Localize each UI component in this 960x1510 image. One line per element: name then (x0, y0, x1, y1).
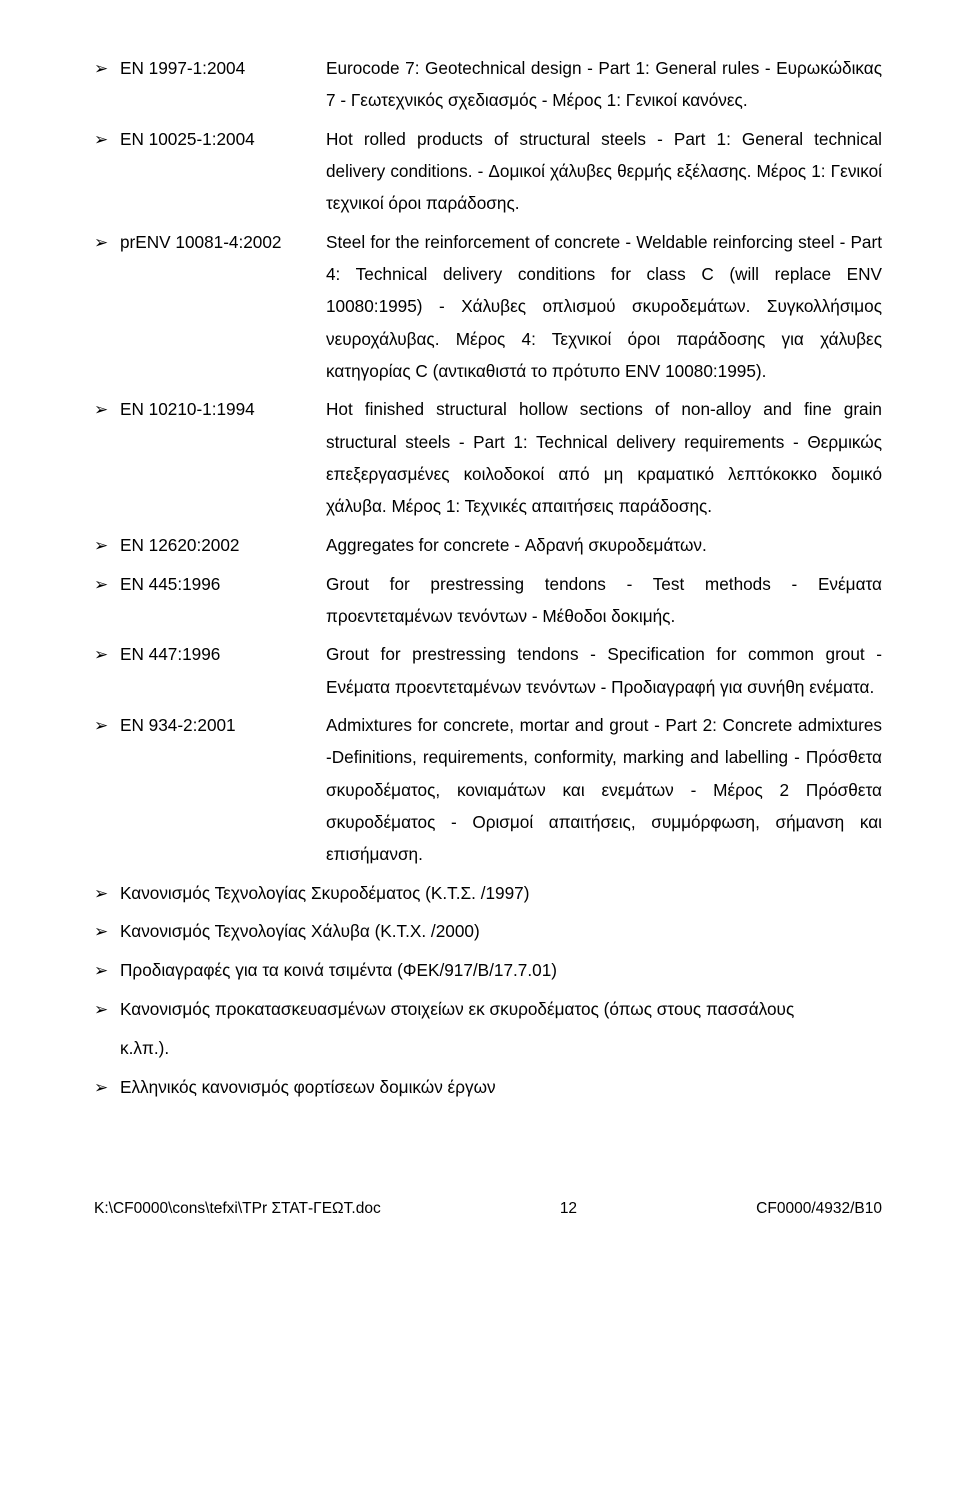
bullet-icon: ➢ (94, 123, 120, 156)
regulation-entry-continuation: κ.λπ.). (94, 1032, 882, 1064)
regulation-entry: ➢Προδιαγραφές για τα κοινά τσιμέντα (ΦΕΚ… (94, 954, 882, 987)
bullet-icon: ➢ (94, 877, 120, 910)
standard-description: Steel for the reinforcement of concrete … (326, 226, 882, 388)
standard-entry: ➢EN 445:1996Grout for prestressing tendo… (94, 568, 882, 633)
bullet-icon: ➢ (94, 568, 120, 601)
standard-entry: ➢EN 12620:2002Aggregates for concrete - … (94, 529, 882, 562)
bullet-icon: ➢ (94, 52, 120, 85)
regulation-entry: ➢Κανονισμός προκατασκευασμένων στοιχείων… (94, 993, 882, 1026)
standard-entry: ➢EN 934-2:2001Admixtures for concrete, m… (94, 709, 882, 871)
bullet-icon: ➢ (94, 709, 120, 742)
footer-doc-ref: CF0000/4932/B10 (756, 1194, 882, 1223)
bullet-icon: ➢ (94, 393, 120, 426)
regulation-text: Κανονισμός προκατασκευασμένων στοιχείων … (120, 993, 882, 1025)
footer-page-number: 12 (560, 1194, 577, 1223)
standard-code: EN 12620:2002 (120, 529, 326, 561)
page-footer: K:\CF0000\cons\tefxi\TPr ΣΤΑΤ-ΓΕΩΤ.doc 1… (94, 1194, 882, 1223)
standard-code: EN 1997-1:2004 (120, 52, 326, 84)
regulation-entry: ➢Ελληνικός κανονισμός φορτίσεων δομικών … (94, 1071, 882, 1104)
regulation-text-continuation: κ.λπ.). (120, 1032, 882, 1064)
bullet-icon: ➢ (94, 226, 120, 259)
standard-entry: ➢prENV 10081-4:2002Steel for the reinfor… (94, 226, 882, 388)
standard-description: Grout for prestressing tendons - Specifi… (326, 638, 882, 703)
standard-description: Aggregates for concrete - Αδρανή σκυροδε… (326, 529, 882, 561)
standard-description: Grout for prestressing tendons - Test me… (326, 568, 882, 633)
standard-entry: ➢EN 1997-1:2004Eurocode 7: Geotechnical … (94, 52, 882, 117)
regulation-entry: ➢Κανονισμός Τεχνολογίας Σκυροδέματος (Κ.… (94, 877, 882, 910)
regulation-text: Προδιαγραφές για τα κοινά τσιμέντα (ΦΕΚ/… (120, 954, 882, 986)
bullet-icon: ➢ (94, 954, 120, 987)
footer-path: K:\CF0000\cons\tefxi\TPr ΣΤΑΤ-ΓΕΩΤ.doc (94, 1194, 381, 1223)
regulation-text: Κανονισμός Τεχνολογίας Σκυροδέματος (Κ.Τ… (120, 877, 882, 909)
standard-code: EN 10210-1:1994 (120, 393, 326, 425)
bullet-icon: ➢ (94, 1071, 120, 1104)
standard-code: EN 445:1996 (120, 568, 326, 600)
standard-description: Eurocode 7: Geotechnical design - Part 1… (326, 52, 882, 117)
standard-code: EN 10025-1:2004 (120, 123, 326, 155)
standards-list: ➢EN 1997-1:2004Eurocode 7: Geotechnical … (94, 52, 882, 1104)
regulation-text: Κανονισμός Τεχνολογίας Χάλυβα (Κ.Τ.Χ. /2… (120, 915, 882, 947)
bullet-icon: ➢ (94, 529, 120, 562)
bullet-icon: ➢ (94, 915, 120, 948)
standard-code: prENV 10081-4:2002 (120, 226, 326, 258)
standard-code: EN 934-2:2001 (120, 709, 326, 741)
standard-entry: ➢EN 10025-1:2004Hot rolled products of s… (94, 123, 882, 220)
bullet-icon: ➢ (94, 638, 120, 671)
bullet-icon: ➢ (94, 993, 120, 1026)
regulation-entry: ➢Κανονισμός Τεχνολογίας Χάλυβα (Κ.Τ.Χ. /… (94, 915, 882, 948)
standard-description: Admixtures for concrete, mortar and grou… (326, 709, 882, 871)
standard-description: Hot finished structural hollow sections … (326, 393, 882, 522)
regulation-text: Ελληνικός κανονισμός φορτίσεων δομικών έ… (120, 1071, 882, 1103)
standard-entry: ➢EN 447:1996Grout for prestressing tendo… (94, 638, 882, 703)
standard-code: EN 447:1996 (120, 638, 326, 670)
standard-description: Hot rolled products of structural steels… (326, 123, 882, 220)
standard-entry: ➢EN 10210-1:1994Hot finished structural … (94, 393, 882, 522)
